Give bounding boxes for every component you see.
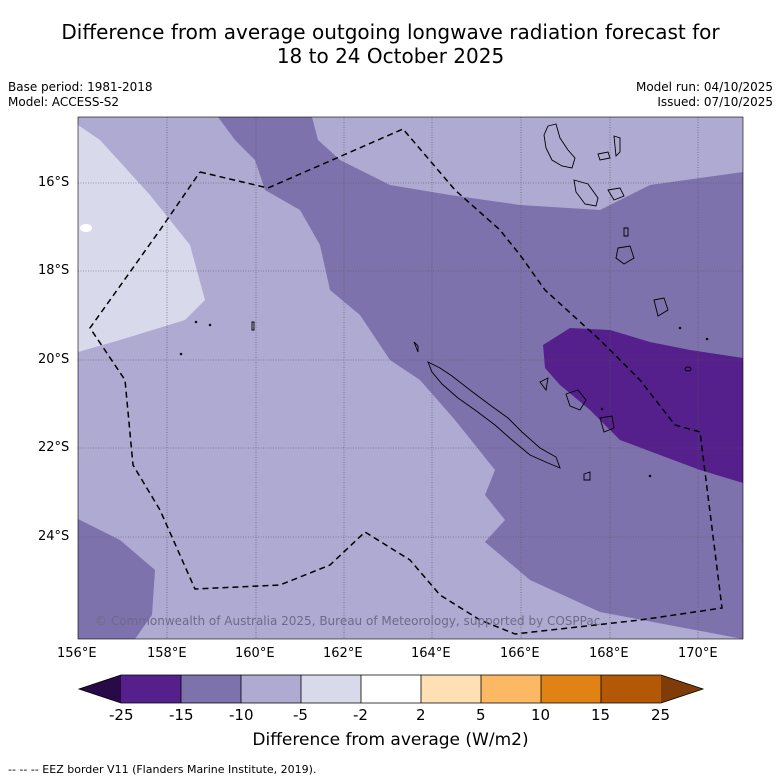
lon-tick: 162°E (323, 646, 363, 661)
anomaly-field (78, 117, 743, 639)
islet-6 (648, 474, 652, 478)
colorbar-swatch-7 (481, 675, 541, 703)
lon-tick: 156°E (57, 646, 97, 661)
colorbar-tick: -25 (109, 706, 134, 724)
new-caledonia (427, 361, 561, 469)
lon-tick: 164°E (411, 646, 451, 661)
colorbar-tick: -5 (293, 706, 308, 724)
island-erromango (615, 245, 635, 265)
lat-tick: 22°S (38, 440, 70, 455)
lat-tick: 20°S (38, 352, 70, 367)
islet-7 (600, 407, 604, 411)
colorbar-tick: 15 (591, 706, 611, 724)
model-name: Model: ACCESS-S2 (8, 95, 120, 109)
issued-date: Issued: 07/10/2025 (657, 95, 773, 109)
lon-tick: 170°E (678, 646, 718, 661)
colorbar-tick: -15 (169, 706, 194, 724)
colorbar-swatch-6 (421, 675, 481, 703)
band-minus5-to-minus2 (78, 125, 205, 352)
colorbar-tick: -10 (229, 706, 254, 724)
colorbar (77, 674, 705, 704)
islet-2 (208, 323, 212, 327)
colorbar-tick: 25 (651, 706, 671, 724)
lon-tick: 160°E (235, 646, 275, 661)
title-line-2: 18 to 24 October 2025 (276, 44, 505, 68)
island-pentecost (613, 135, 621, 157)
colorbar-extend-low (79, 675, 121, 703)
eez-legend-note: -- -- -- EEZ border V11 (Flanders Marine… (8, 763, 317, 776)
island-mare (599, 415, 615, 433)
band-minus25-to-minus15 (543, 328, 743, 483)
band-minus2-to-2 (80, 224, 92, 232)
colorbar-swatch-2 (181, 675, 241, 703)
island-efate (607, 187, 625, 201)
island-ambae (597, 151, 611, 161)
islet-3 (179, 352, 183, 356)
islet-4 (678, 326, 682, 330)
islet-5 (705, 337, 709, 341)
colorbar-swatch-1 (121, 675, 181, 703)
colorbar-swatch-8 (541, 675, 601, 703)
title-line-1: Difference from average outgoing longwav… (61, 20, 720, 44)
meta-left: Base period: 1981-2018 Model: ACCESS-S2 (8, 80, 153, 110)
island-belep (413, 341, 419, 353)
lon-tick: 166°E (500, 646, 540, 661)
map-frame (77, 116, 744, 640)
lat-tick: 18°S (38, 263, 70, 278)
colorbar-tick: 10 (531, 706, 551, 724)
colorbar-swatch-5 (361, 675, 421, 703)
island-lifou (565, 389, 587, 411)
base-period: Base period: 1981-2018 (8, 80, 153, 94)
copyright-text: © Commonwealth of Australia 2025, Bureau… (95, 614, 601, 628)
chart-title: Difference from average outgoing longwav… (0, 20, 781, 68)
lat-tick: 16°S (38, 175, 70, 190)
colorbar-swatch-3 (241, 675, 301, 703)
model-run: Model run: 04/10/2025 (635, 80, 773, 94)
coastlines (179, 123, 709, 481)
islet-1 (194, 320, 198, 324)
island-chesterfield (251, 321, 255, 331)
eez-border (89, 128, 723, 635)
colorbar-tick: 2 (416, 706, 426, 724)
lon-tick: 158°E (147, 646, 187, 661)
island-espiritu-santo (543, 123, 576, 169)
colorbar-label: Difference from average (W/m2) (252, 730, 529, 750)
island-isle-of-pines (583, 471, 591, 481)
island-tanna (623, 227, 629, 237)
island-matthew (684, 366, 692, 372)
colorbar-swatch-9 (601, 675, 661, 703)
colorbar-swatch-4 (301, 675, 361, 703)
island-malekula (573, 179, 599, 207)
band-minus15-to-minus10-sw (78, 519, 155, 639)
colorbar-extend-high (661, 675, 703, 703)
lon-tick: 168°E (589, 646, 629, 661)
island-ouvea (539, 377, 549, 392)
island-aneityum (653, 297, 669, 317)
colorbar-tick: 5 (476, 706, 486, 724)
colorbar-tick: -2 (353, 706, 368, 724)
meta-right: Model run: 04/10/2025 Issued: 07/10/2025 (636, 80, 773, 110)
band-minus15-to-minus10 (218, 117, 743, 639)
lat-tick: 24°S (38, 529, 70, 544)
